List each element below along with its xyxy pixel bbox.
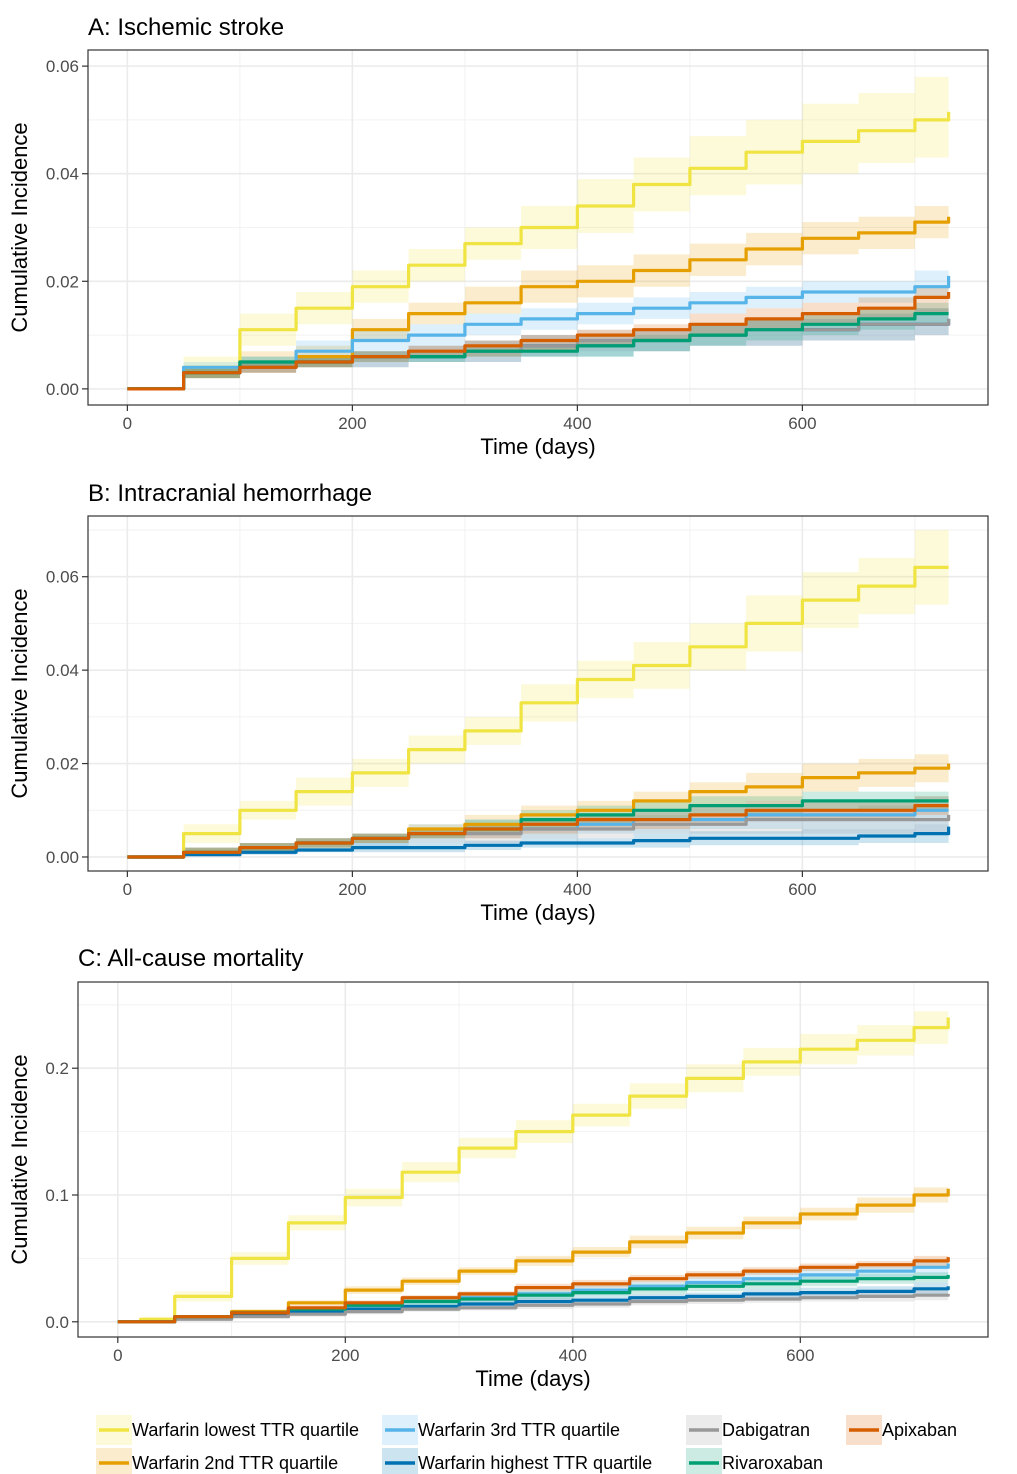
legend-entry: Warfarin lowest TTR quartile — [96, 1415, 359, 1445]
x-tick-label: 0 — [113, 1346, 122, 1365]
legend-key-ribbon — [382, 1448, 418, 1474]
legend-label: Warfarin 2nd TTR quartile — [132, 1453, 338, 1473]
series-line — [117, 1017, 950, 1324]
plot-border — [77, 981, 989, 1338]
panel-title: B: Intracranial hemorrhage — [88, 480, 372, 507]
series-line — [127, 804, 949, 859]
legend-entry: Warfarin highest TTR quartile — [382, 1448, 652, 1474]
x-axis-label: Time (days) — [475, 1366, 590, 1391]
x-tick-label: 200 — [338, 880, 366, 899]
x-tick-label: 200 — [331, 1346, 359, 1365]
ci-ribbon — [127, 525, 949, 857]
legend-entry: Warfarin 2nd TTR quartile — [96, 1448, 338, 1474]
y-tick-label: 0.06 — [46, 57, 79, 76]
x-tick-label: 600 — [788, 414, 816, 433]
y-tick-label: 0.1 — [45, 1186, 69, 1205]
y-tick-label: 0.00 — [46, 848, 79, 867]
y-tick-label: 0.06 — [46, 568, 79, 587]
legend: Warfarin lowest TTR quartile Warfarin 2nd… — [96, 1415, 957, 1474]
legend-label: Dabigatran — [722, 1420, 810, 1440]
series-line — [127, 312, 949, 391]
series-line — [117, 1293, 950, 1324]
x-axis-label: Time (days) — [480, 434, 595, 459]
plot-border — [87, 515, 989, 872]
legend-key-ribbon — [96, 1448, 132, 1474]
ci-ribbon — [127, 195, 949, 389]
legend-entry: Rivaroxaban — [686, 1448, 823, 1474]
x-tick-label: 400 — [563, 414, 591, 433]
series-line — [117, 1257, 950, 1324]
panel-3: C: All-cause mortality 0.0 0.1 0.2 0 200 400 60… — [7, 945, 989, 1391]
x-tick-label: 600 — [788, 880, 816, 899]
ci-ribbon — [127, 749, 949, 857]
y-axis-label: Cumulative Incidence — [7, 1054, 32, 1264]
legend-key-ribbon — [686, 1448, 722, 1474]
y-tick-label: 0.02 — [46, 272, 79, 291]
legend-label: Apixaban — [882, 1420, 957, 1440]
y-tick-label: 0.02 — [46, 755, 79, 774]
legend-label: Warfarin 3rd TTR quartile — [418, 1420, 620, 1440]
x-tick-label: 200 — [338, 414, 366, 433]
series-line — [127, 826, 951, 859]
series-line — [127, 111, 951, 391]
legend-label: Rivaroxaban — [722, 1453, 823, 1473]
panel-title: A: Ischemic stroke — [88, 14, 284, 41]
x-tick-label: 600 — [786, 1346, 814, 1365]
y-tick-label: 0.0 — [45, 1313, 69, 1332]
ci-ribbon — [127, 297, 949, 389]
ci-ribbon — [127, 308, 949, 389]
plot-border — [87, 49, 989, 406]
x-tick-label: 400 — [559, 1346, 587, 1365]
plot-background — [78, 982, 988, 1337]
x-tick-label: 0 — [123, 414, 132, 433]
legend-entry: Dabigatran — [686, 1415, 810, 1445]
y-axis-label: Cumulative Incidence — [7, 588, 32, 798]
legend-label: Warfarin highest TTR quartile — [418, 1453, 652, 1473]
panel-title: C: All-cause mortality — [78, 945, 303, 972]
data-layer — [127, 66, 951, 391]
series-line — [127, 292, 951, 391]
legend-entry: Warfarin 3rd TTR quartile — [382, 1415, 620, 1445]
series-line — [127, 565, 949, 859]
legend-label: Warfarin lowest TTR quartile — [132, 1420, 359, 1440]
x-axis-label: Time (days) — [480, 900, 595, 925]
panel-2: B: Intracranial hemorrhage 0.00 0.02 0.04 0.… — [7, 480, 989, 925]
x-tick-label: 0 — [123, 880, 132, 899]
x-tick-label: 400 — [563, 880, 591, 899]
legend-entry: Apixaban — [846, 1415, 957, 1445]
y-tick-label: 0.2 — [45, 1059, 69, 1078]
y-tick-label: 0.04 — [46, 165, 79, 184]
y-axis-label: Cumulative Incidence — [7, 122, 32, 332]
data-layer — [117, 997, 950, 1324]
y-tick-label: 0.04 — [46, 661, 79, 680]
data-layer — [127, 525, 951, 859]
panel-1: A: Ischemic stroke 0.00 0.02 0.04 0.06 0 200 40… — [7, 14, 989, 459]
y-tick-label: 0.00 — [46, 380, 79, 399]
